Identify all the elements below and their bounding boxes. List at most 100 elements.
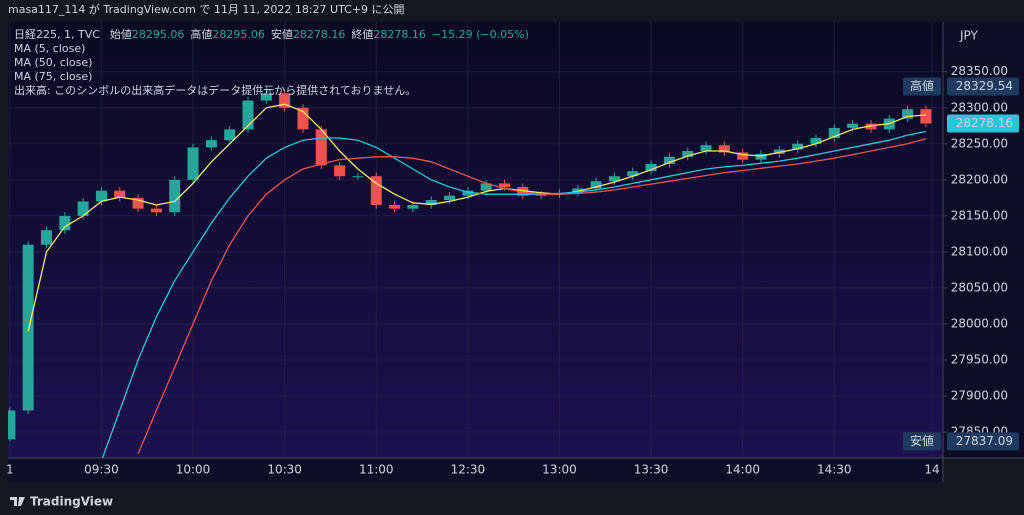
candle-body [645, 163, 657, 172]
candle-body [224, 129, 236, 141]
candle-body [608, 176, 620, 182]
candle-body [334, 165, 346, 177]
candle-body [517, 187, 529, 196]
candle-body [480, 183, 492, 191]
candle-body [370, 176, 382, 206]
y-tick-label: 28050.00 [951, 280, 1008, 294]
y-tick-label: 28150.00 [951, 208, 1008, 222]
candle-body [755, 153, 767, 160]
candle-body [242, 100, 254, 130]
y-tick-label: 27950.00 [951, 352, 1008, 366]
candle-body [59, 215, 71, 231]
candle-body [847, 123, 859, 128]
candle-body [407, 205, 419, 209]
candle-body [828, 127, 840, 139]
candle-body [810, 138, 822, 144]
ohlc-label: 高値 [190, 27, 212, 41]
symbol: 日経225, 1, TVC [14, 28, 100, 41]
y-tick-label: 28350.00 [951, 64, 1008, 78]
candle-body [132, 197, 144, 209]
price-marker-label: 28278.16 [956, 116, 1013, 130]
ma-line [101, 130, 927, 458]
marker-tag-label: 安値 [910, 433, 934, 448]
candle-body [8, 410, 16, 440]
candle-body [920, 109, 932, 124]
footer-brand[interactable]: TradingView [30, 495, 113, 509]
ohlc-value: 28278.16 [293, 28, 346, 41]
legend-entry: MA (75, close) [14, 70, 92, 83]
ohlc-value: 28295.06 [212, 28, 265, 41]
candle-body [737, 152, 749, 160]
x-tick-label: 13:30 [634, 463, 669, 477]
candle-body [425, 200, 437, 206]
candle-body [150, 208, 162, 213]
ohlc-label: 安値 [271, 27, 293, 41]
candle-body [297, 107, 309, 130]
x-tick-label: 12:30 [451, 463, 486, 477]
candle-body [773, 149, 785, 154]
candle-body [315, 129, 327, 166]
candle-body [22, 244, 34, 411]
x-tick-label: 14:30 [817, 463, 852, 477]
x-tick-label: 14 [924, 463, 939, 477]
candle-body [205, 140, 217, 148]
x-tick-label: 10:00 [176, 463, 211, 477]
candle-body [260, 93, 272, 101]
y-tick-label: 27900.00 [951, 389, 1008, 403]
price-marker-label: 28329.54 [956, 79, 1013, 93]
time-axis [8, 458, 943, 482]
price-marker-label: 27837.09 [956, 434, 1013, 448]
candle-body [352, 176, 364, 178]
y-tick-label: 28100.00 [951, 244, 1008, 258]
ma-line [27, 103, 926, 332]
candle-body [627, 171, 639, 177]
candle-body [187, 147, 199, 180]
x-tick-label: 13:00 [542, 463, 577, 477]
y-tick-label: 28200.00 [951, 172, 1008, 186]
candle-body [77, 201, 89, 216]
marker-tag [903, 432, 941, 451]
plot-layer [8, 22, 943, 458]
price-marker [947, 114, 1019, 133]
candle-body [792, 143, 804, 150]
x-tick-label: 14:00 [725, 463, 760, 477]
candle-body [499, 183, 511, 188]
ohlc-label: 終値 [351, 27, 373, 41]
candle-body [663, 156, 675, 164]
logo-icon [10, 497, 25, 506]
published-line: masa117_114 が TradingView.com で 11月 11, … [8, 2, 405, 16]
legend-entry: MA (5, close) [14, 42, 85, 55]
marker-tag-label: 高値 [910, 78, 934, 93]
legend-entry: MA (50, close) [14, 56, 92, 69]
candle-body [718, 145, 730, 153]
ohlc-value: 28295.06 [132, 28, 185, 41]
y-tick-label: 28300.00 [951, 100, 1008, 114]
candle-body [40, 230, 52, 245]
candle-body [865, 123, 877, 130]
x-tick-label: 10:30 [267, 463, 302, 477]
plot-area [8, 22, 943, 458]
candle-body [572, 188, 584, 193]
candle-body [444, 195, 456, 201]
candle-body [535, 194, 547, 196]
candle-body [590, 181, 602, 189]
ohlc-value: 28278.16 [373, 28, 426, 41]
candle-body [114, 190, 126, 198]
ohlc-label: 始値 [110, 27, 132, 41]
volume-note: 出来高: このシンボルの出来高データはデータ提供元から提供されておりません。 [14, 83, 416, 97]
candle-body [279, 93, 291, 108]
candle-body [95, 190, 107, 202]
candle-body [169, 179, 181, 213]
candle-body [902, 109, 914, 119]
x-tick-label: 09:30 [84, 463, 119, 477]
price-marker [947, 432, 1019, 451]
x-tick-label: 1 [6, 463, 14, 477]
legend-header: 日経225, 1, TVC 始値28295.06 高値28295.06 安値28278… [14, 27, 529, 41]
marker-tag [903, 77, 941, 96]
candle-body [389, 205, 401, 209]
price-marker [947, 77, 1019, 96]
currency: JPY [959, 29, 979, 43]
candle-body [700, 145, 712, 151]
ma-line [137, 138, 927, 454]
